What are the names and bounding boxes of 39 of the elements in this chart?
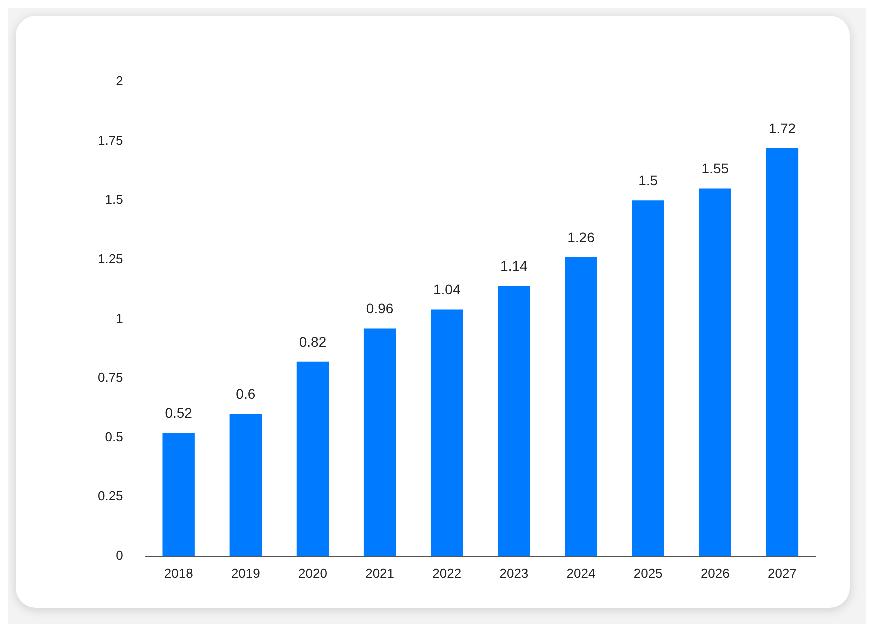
x-tick-label: 2018 [164,566,194,581]
x-tick-label: 2021 [366,566,395,581]
data-label: 0.96 [366,300,394,317]
data-label: 0.6 [236,386,256,402]
y-tick-label: 0.5 [105,429,124,444]
y-tick-label: 2 [116,74,124,89]
x-tick-label: 2025 [634,566,663,581]
bar [565,258,598,556]
x-tick-label: 2023 [500,566,529,581]
y-tick-label: 0 [116,548,124,563]
y-tick-label: 1 [116,310,124,326]
bar [498,286,530,556]
data-label: 1.72 [768,120,796,136]
x-tick-label: 2026 [700,566,730,581]
x-tick-label: 2019 [231,566,260,581]
x-tick-label: 2027 [768,566,797,581]
x-tick-label: 2020 [298,566,328,581]
data-label: 1.04 [433,282,461,298]
x-tick-label: 2024 [566,566,596,581]
data-label: 0.52 [165,404,193,421]
data-label: 1.14 [500,258,528,274]
bar [766,148,799,556]
bar [632,200,664,556]
y-tick-label: 1.25 [98,251,124,266]
y-tick-label: 1.5 [105,192,124,208]
data-label: 0.82 [299,334,327,350]
bar [230,414,262,556]
bar [431,310,464,556]
data-label: 1.26 [568,229,596,246]
bar [364,328,396,556]
bar [162,433,195,556]
bar [699,188,732,556]
data-label: 1.55 [702,160,730,177]
y-tick-label: 0.75 [98,370,124,386]
y-tick-label: 1.75 [98,132,124,148]
y-tick-label: 0.25 [98,488,124,504]
data-label: 1.5 [638,172,658,188]
x-tick-label: 2022 [432,566,462,581]
bar [296,362,330,556]
